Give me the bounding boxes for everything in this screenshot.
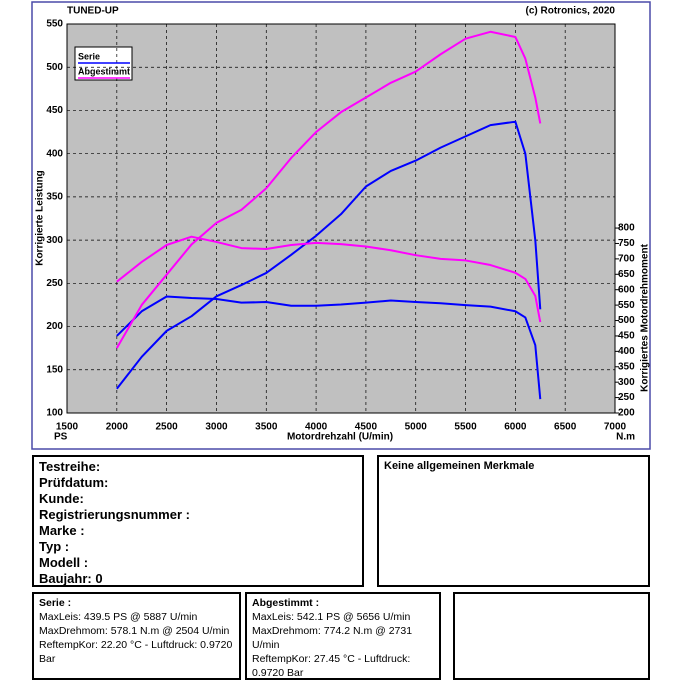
x-tick-label: 4500 — [355, 422, 378, 433]
x-tick-label: 6000 — [504, 422, 527, 433]
y2-tick-label: 700 — [618, 254, 635, 265]
y-unit: PS — [54, 432, 68, 443]
y-tick-label: 350 — [46, 192, 63, 203]
y-tick-label: 500 — [46, 62, 63, 73]
vehicle-field: Prüfdatum: — [39, 475, 109, 490]
y2-tick-label: 450 — [618, 331, 635, 342]
result-box: Serie : MaxLeis: 439.5 PS @ 5887 U/min Max… — [32, 592, 241, 680]
y2-tick-label: 500 — [618, 315, 635, 326]
vehicle-field: Testreihe: — [39, 459, 101, 474]
x-tick-label: 5500 — [454, 422, 477, 433]
power-line — [115, 30, 542, 349]
x-tick-label: 6500 — [554, 422, 577, 433]
result-line: MaxLeis: 542.1 PS @ 5656 U/min — [252, 611, 411, 623]
result-line: ReftempKor: 22.20 °C - Luftdruck: 0.9720… — [39, 639, 233, 665]
x-tick-label: 2500 — [156, 422, 179, 433]
x-tick-label: 3000 — [205, 422, 228, 433]
vehicle-field: Registrierungsnummer : — [39, 507, 190, 522]
y-tick-label: 450 — [46, 105, 63, 116]
y-tick-label: 150 — [46, 364, 63, 375]
chart-title: TUNED-UP — [67, 6, 119, 17]
empty-box — [453, 592, 650, 680]
vehicle-field: Typ : — [39, 539, 70, 554]
y-tick-label: 300 — [46, 235, 63, 246]
y2-unit: N.m — [616, 432, 635, 443]
torque-line — [116, 235, 542, 323]
y-tick-label: 250 — [46, 278, 63, 289]
y2-tick-label: 400 — [618, 346, 635, 357]
power-line — [116, 120, 542, 390]
x-tick-label: 7000 — [604, 422, 627, 433]
y2-tick-label: 600 — [618, 284, 635, 295]
y-tick-label: 400 — [46, 148, 63, 159]
torque-line — [116, 295, 542, 400]
y2-axis-label: Korrigiertes Motordrehmoment — [640, 243, 651, 391]
legend-label: Abgestimmt — [78, 66, 130, 76]
vehicle-field: Baujahr: 0 — [39, 571, 103, 586]
chart: TUNED-UP (c) Rotronics, 2020 Motordrehza… — [31, 1, 651, 450]
y-tick-label: 200 — [46, 321, 63, 332]
x-tick-label: 2000 — [106, 422, 129, 433]
y2-tick-label: 550 — [618, 300, 635, 311]
y2-tick-label: 750 — [618, 238, 635, 249]
x-tick-label: 5000 — [405, 422, 428, 433]
x-axis-label: Motordrehzahl (U/min) — [287, 432, 393, 443]
result-line: MaxLeis: 439.5 PS @ 5887 U/min — [39, 611, 198, 623]
plot-area — [66, 23, 616, 414]
chart-subtitle: (c) Rotronics, 2020 — [526, 6, 616, 17]
vehicle-field: Marke : — [39, 523, 85, 538]
y2-tick-label: 300 — [618, 377, 635, 388]
result-title: Abgestimmt : — [252, 597, 320, 609]
y2-tick-label: 250 — [618, 392, 635, 403]
vehicle-box: Testreihe: Prüfdatum: Kunde: Registrierungs… — [32, 455, 364, 587]
x-tick-label: 4000 — [305, 422, 328, 433]
vehicle-field: Kunde: — [39, 491, 84, 506]
result-line: MaxDrehmom: 578.1 N.m @ 2504 U/min — [39, 625, 230, 637]
vehicle-field: Modell : — [39, 555, 89, 570]
result-line: MaxDrehmom: 774.2 N.m @ 2731 U/min — [252, 625, 413, 651]
x-tick-label: 3500 — [255, 422, 278, 433]
y2-tick-label: 200 — [618, 408, 635, 419]
result-line: ReftempKor: 27.45 °C - Luftdruck: 0.9720… — [252, 653, 411, 679]
features-box: Keine allgemeinen Merkmale — [377, 455, 650, 587]
result-title: Serie : — [39, 597, 72, 609]
y-tick-label: 100 — [46, 408, 63, 419]
x-tick-label: 1500 — [56, 422, 79, 433]
result-box: Abgestimmt : MaxLeis: 542.1 PS @ 5656 U/m… — [245, 592, 441, 680]
legend-label: Serie — [78, 51, 100, 61]
y2-tick-label: 800 — [618, 223, 635, 234]
y-axis-label: Korrigierte Leistung — [35, 170, 46, 266]
y-tick-label: 550 — [46, 19, 63, 30]
y2-tick-label: 350 — [618, 361, 635, 372]
y2-tick-label: 650 — [618, 269, 635, 280]
